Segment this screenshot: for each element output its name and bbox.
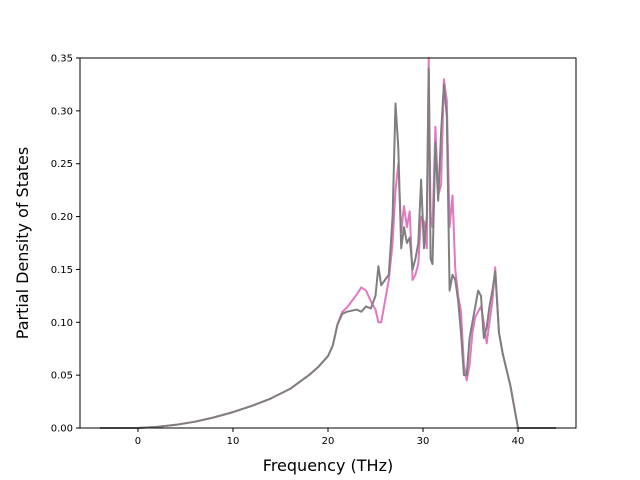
y-tick-label: 0.00	[51, 424, 73, 435]
y-tick-label: 0.15	[51, 265, 73, 276]
ticks-layer: 0 10 20 30 40 0.00 0.05 0.10 0.15 0.20 0.25 0.30 0.3…	[51, 54, 525, 448]
y-tick-label: 0.30	[51, 106, 73, 117]
y-tick-label: 0.20	[51, 212, 73, 223]
x-tick-label: 40	[512, 436, 525, 447]
y-tick-label: 0.05	[51, 371, 73, 382]
y-axis-label: Partial Density of States	[13, 147, 32, 339]
x-tick-label: 20	[322, 436, 335, 447]
x-tick-label: 30	[417, 436, 430, 447]
x-tick-label: 0	[135, 436, 141, 447]
series-line-2	[100, 67, 556, 429]
x-tick-label: 10	[227, 436, 240, 447]
x-axis-label: Frequency (THz)	[263, 456, 393, 475]
y-tick-label: 0.10	[51, 318, 73, 329]
plot-frame	[79, 57, 577, 429]
series-layer	[100, 57, 556, 429]
y-tick-label: 0.25	[51, 159, 73, 170]
y-tick-label: 0.35	[51, 54, 73, 65]
